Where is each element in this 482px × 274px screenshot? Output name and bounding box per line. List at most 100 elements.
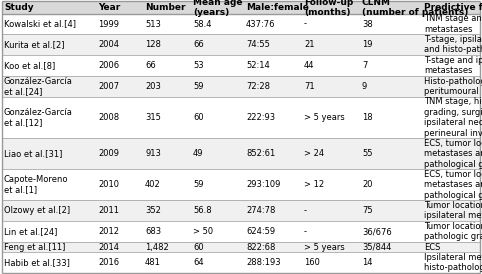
- Text: > 5 years: > 5 years: [304, 113, 345, 122]
- Text: Habib et al.[33]: Habib et al.[33]: [4, 258, 70, 267]
- Text: 2007: 2007: [98, 82, 119, 91]
- Text: Tumor location, T-stage and
ipsilateral metastases: Tumor location, T-stage and ipsilateral …: [424, 201, 482, 221]
- Text: 481: 481: [145, 258, 161, 267]
- Text: Mean age
(years): Mean age (years): [193, 0, 242, 17]
- Text: -: -: [304, 227, 307, 236]
- Text: 2012: 2012: [98, 227, 119, 236]
- Text: > 24: > 24: [304, 149, 324, 158]
- Text: -: -: [304, 19, 307, 28]
- Text: Kowalski et al.[4]: Kowalski et al.[4]: [4, 19, 76, 28]
- Text: 19: 19: [362, 40, 373, 49]
- Text: ECS, tumor location, ipsilateral
metastases and histo-
pathological grading: ECS, tumor location, ipsilateral metasta…: [424, 139, 482, 169]
- Text: Olzowy et al.[2]: Olzowy et al.[2]: [4, 206, 70, 215]
- Text: > 5 years: > 5 years: [304, 242, 345, 252]
- Text: 55: 55: [362, 149, 373, 158]
- Text: > 12: > 12: [304, 180, 324, 189]
- Text: -: -: [304, 206, 307, 215]
- Text: González-García
et al.[24]: González-García et al.[24]: [4, 77, 73, 96]
- Text: 2010: 2010: [98, 180, 119, 189]
- Text: > 50: > 50: [193, 227, 213, 236]
- Text: CLNM
(number of patients): CLNM (number of patients): [362, 0, 469, 17]
- Text: 75: 75: [362, 206, 373, 215]
- Text: 71: 71: [304, 82, 315, 91]
- Text: 2004: 2004: [98, 40, 119, 49]
- Text: 66: 66: [193, 40, 204, 49]
- Text: 52:14: 52:14: [246, 61, 270, 70]
- Text: 56.8: 56.8: [193, 206, 212, 215]
- Text: 58.4: 58.4: [193, 19, 212, 28]
- Bar: [2, 14, 480, 35]
- Text: 852:61: 852:61: [246, 149, 275, 158]
- Text: 128: 128: [145, 40, 161, 49]
- Text: Feng et al.[11]: Feng et al.[11]: [4, 242, 66, 252]
- Text: 437:76: 437:76: [246, 19, 276, 28]
- Text: ECS: ECS: [424, 242, 441, 252]
- Text: 683: 683: [145, 227, 161, 236]
- Text: 59: 59: [193, 82, 203, 91]
- Text: Male:female: Male:female: [246, 3, 309, 12]
- Bar: [2, 97, 480, 138]
- Text: 2006: 2006: [98, 61, 119, 70]
- Text: Lin et al.[24]: Lin et al.[24]: [4, 227, 57, 236]
- Text: ECS, tumor location, ipsilateral
metastases and histo-
pathological grading: ECS, tumor location, ipsilateral metasta…: [424, 170, 482, 200]
- Text: 288:193: 288:193: [246, 258, 281, 267]
- Text: 20: 20: [362, 180, 373, 189]
- Text: 59: 59: [193, 180, 203, 189]
- Text: 222:93: 222:93: [246, 113, 275, 122]
- Text: Ipsilateral metastases and
histo-pathologic grading: Ipsilateral metastases and histo-patholo…: [424, 253, 482, 272]
- Text: T-stage and ipsilateral
metastases: T-stage and ipsilateral metastases: [424, 56, 482, 75]
- Text: 402: 402: [145, 180, 161, 189]
- Text: 160: 160: [304, 258, 320, 267]
- Bar: [2, 76, 480, 97]
- Text: 60: 60: [193, 113, 203, 122]
- Bar: [2, 138, 480, 169]
- Text: 72:28: 72:28: [246, 82, 270, 91]
- Text: 74:55: 74:55: [246, 40, 270, 49]
- Text: 822:68: 822:68: [246, 242, 275, 252]
- Bar: [2, 35, 480, 55]
- Bar: [2, 1, 480, 14]
- Text: 274:78: 274:78: [246, 206, 275, 215]
- Text: 53: 53: [193, 61, 203, 70]
- Text: 513: 513: [145, 19, 161, 28]
- Text: Follow-up
(months): Follow-up (months): [304, 0, 353, 17]
- Text: T-stage, ipsilateral metastases,
and histo-pathologic grading: T-stage, ipsilateral metastases, and his…: [424, 35, 482, 55]
- Text: 38: 38: [362, 19, 373, 28]
- Bar: [2, 169, 480, 200]
- Text: Kurita et al.[2]: Kurita et al.[2]: [4, 40, 65, 49]
- Text: 66: 66: [145, 61, 156, 70]
- Text: Tumor location and histo-
pathologic grading: Tumor location and histo- pathologic gra…: [424, 222, 482, 241]
- Text: 913: 913: [145, 149, 161, 158]
- Text: Capote-Moreno
et al.[1]: Capote-Moreno et al.[1]: [4, 175, 68, 195]
- Text: TNM stage, histopathologic
grading, surgical margins,
ipsilateral neck dissectio: TNM stage, histopathologic grading, surg…: [424, 97, 482, 138]
- Text: Year: Year: [98, 3, 120, 12]
- Text: Koo et al.[8]: Koo et al.[8]: [4, 61, 55, 70]
- Text: 60: 60: [193, 242, 203, 252]
- Text: 203: 203: [145, 82, 161, 91]
- Text: 36/676: 36/676: [362, 227, 392, 236]
- Text: Study: Study: [4, 3, 34, 12]
- Text: Histo-pathologic grading and
peritumoural inflammation: Histo-pathologic grading and peritumoura…: [424, 77, 482, 96]
- Text: 1999: 1999: [98, 19, 119, 28]
- Bar: [2, 242, 480, 252]
- Text: 21: 21: [304, 40, 314, 49]
- Bar: [2, 55, 480, 76]
- Text: 2016: 2016: [98, 258, 119, 267]
- Text: Predictive factors: Predictive factors: [424, 3, 482, 12]
- Text: 2008: 2008: [98, 113, 119, 122]
- Bar: [2, 221, 480, 242]
- Text: 293:109: 293:109: [246, 180, 281, 189]
- Text: 64: 64: [193, 258, 203, 267]
- Text: 1,482: 1,482: [145, 242, 169, 252]
- Text: 2014: 2014: [98, 242, 119, 252]
- Text: 35/844: 35/844: [362, 242, 391, 252]
- Text: 18: 18: [362, 113, 373, 122]
- Text: 49: 49: [193, 149, 203, 158]
- Bar: [2, 252, 480, 273]
- Text: 624:59: 624:59: [246, 227, 275, 236]
- Text: 7: 7: [362, 61, 367, 70]
- Text: 44: 44: [304, 61, 314, 70]
- Text: 9: 9: [362, 82, 367, 91]
- Text: 2011: 2011: [98, 206, 119, 215]
- Text: 315: 315: [145, 113, 161, 122]
